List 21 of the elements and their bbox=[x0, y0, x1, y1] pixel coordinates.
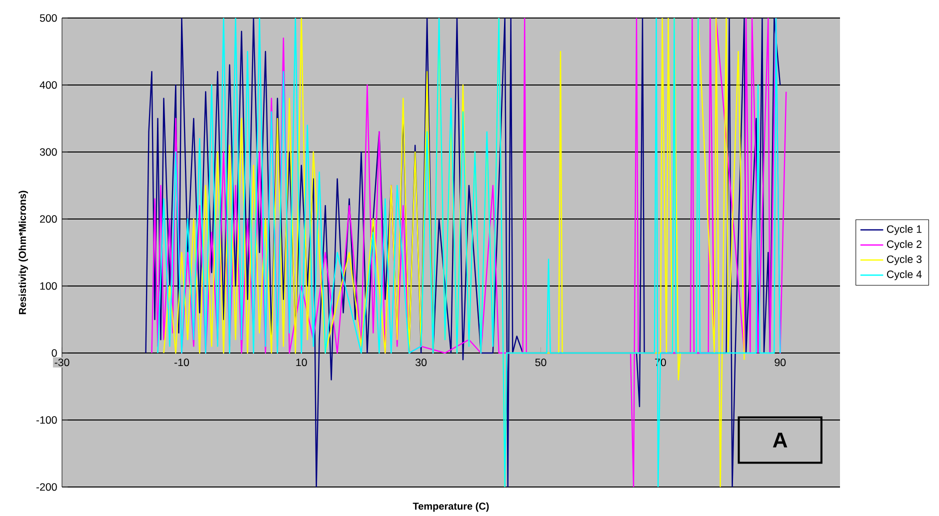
x-tick-label: 50 bbox=[535, 358, 546, 366]
legend-label: Cycle 3 bbox=[887, 255, 922, 266]
y-tick-label: 500 bbox=[40, 14, 57, 22]
y-tick-label: -200 bbox=[36, 483, 57, 491]
x-axis-title: Temperature (C) bbox=[412, 502, 489, 512]
legend-label: Cycle 4 bbox=[887, 270, 922, 280]
x-tick-label: 90 bbox=[774, 358, 786, 366]
y-tick-label: -100 bbox=[36, 416, 57, 424]
y-tick-label: 400 bbox=[40, 81, 57, 89]
y-tick-label: 100 bbox=[40, 282, 57, 290]
legend-label: Cycle 1 bbox=[887, 224, 922, 235]
y-tick-label: 300 bbox=[40, 148, 57, 156]
x-tick-label: -30 bbox=[54, 358, 70, 366]
y-axis-title: Resistivity (Ohm*Microns) bbox=[18, 190, 28, 314]
y-tick-label: 0 bbox=[52, 349, 57, 357]
annotation: A bbox=[772, 432, 788, 448]
y-tick-label: 200 bbox=[40, 215, 57, 223]
x-tick-label: 10 bbox=[296, 358, 307, 366]
x-tick-label: 30 bbox=[416, 358, 427, 366]
legend-label: Cycle 2 bbox=[887, 240, 922, 250]
x-tick-label: -10 bbox=[174, 358, 189, 366]
